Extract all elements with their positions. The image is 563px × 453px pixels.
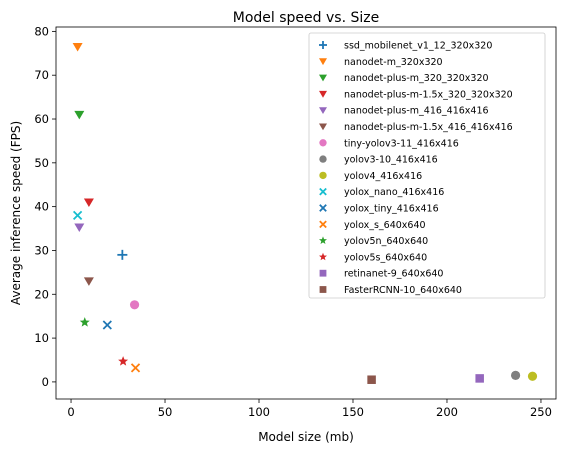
legend-label: yolox_tiny_416x416 (344, 204, 439, 215)
legend-marker (319, 171, 327, 180)
legend-label: yolov5s_640x640 (344, 252, 427, 263)
legend-marker (319, 123, 327, 131)
y-tick-label: 50 (34, 156, 49, 170)
legend-box (308, 32, 546, 299)
y-tick-label: 40 (34, 200, 49, 214)
legend-label: nanodet-plus-m-1.5x_416_416x416 (344, 122, 513, 133)
plot-area-frame (55, 26, 557, 400)
y-tick-label: 70 (34, 68, 49, 82)
x-tick-label: 50 (158, 405, 173, 419)
data-point (83, 198, 94, 208)
chart-title: Model speed vs. Size (233, 10, 379, 26)
legend-label: nanodet-plus-m_416_416x416 (344, 106, 489, 117)
legend-marker (319, 286, 327, 293)
y-tick-label: 80 (34, 24, 49, 38)
x-tick-label: 250 (530, 405, 552, 419)
x-tick-label: 200 (436, 405, 458, 419)
legend-label: FasterRCNN-10_640x640 (344, 285, 462, 296)
legend-label: nanodet-plus-m_320_320x320 (344, 73, 489, 84)
data-point (510, 370, 521, 380)
y-tick-label: 20 (34, 287, 49, 301)
data-point (117, 249, 128, 260)
legend-label: yolov4_416x416 (344, 171, 422, 182)
legend-marker (319, 139, 327, 147)
data-point (79, 317, 90, 327)
data-point (72, 210, 83, 221)
data-point (74, 223, 85, 232)
legend-marker (319, 269, 327, 277)
data-point (527, 371, 538, 381)
x-tick-label: 0 (67, 405, 74, 419)
y-tick-label: 60 (34, 112, 49, 126)
data-point (130, 363, 141, 373)
legend-label: tiny-yolov3-11_416x416 (344, 138, 459, 149)
legend: ssd_mobilenet_v1_12_320x320 nanodet-m_320… (308, 32, 546, 299)
legend-marker (319, 41, 327, 49)
y-tick-label: 10 (34, 331, 49, 345)
legend-marker (319, 155, 327, 163)
data-point (475, 374, 484, 383)
y-tick-label: 0 (42, 375, 49, 389)
legend-marker (319, 90, 327, 98)
legend-marker (319, 220, 327, 229)
data-point (74, 110, 85, 120)
legend-marker (319, 187, 327, 196)
legend-marker (319, 107, 327, 114)
data-point (118, 356, 129, 366)
data-points (72, 42, 538, 384)
y-tick-label: 30 (34, 243, 49, 257)
axis-ticks: 0 50 100 150 200 250 0 10 20 30 40 50 60 70 80 (34, 24, 552, 419)
data-point (129, 300, 140, 310)
data-point (367, 375, 376, 384)
legend-label: nanodet-m_320x320 (344, 57, 443, 68)
legend-label: nanodet-plus-m-1.5x_320_320x320 (344, 89, 513, 100)
legend-marker (319, 252, 327, 261)
legend-marker (319, 204, 327, 212)
legend-marker (319, 236, 327, 244)
x-tick-label: 150 (342, 405, 364, 419)
y-axis-label: Average inference speed (FPS) (9, 121, 23, 305)
legend-label: ssd_mobilenet_v1_12_320x320 (344, 41, 492, 52)
x-axis-label: Model size (mb) (258, 430, 354, 444)
data-point (102, 320, 112, 330)
legend-label: yolov3-10_416x416 (344, 155, 438, 166)
legend-marker (319, 74, 327, 82)
data-point (72, 42, 83, 52)
x-tick-label: 100 (248, 405, 270, 419)
legend-label: retinanet-9_640x640 (344, 269, 443, 280)
legend-marker (319, 58, 327, 66)
legend-label: yolox_s_640x640 (344, 220, 426, 231)
data-point (83, 277, 94, 286)
legend-label: yolov5n_640x640 (344, 236, 428, 247)
legend-label: yolox_nano_416x416 (344, 187, 444, 198)
